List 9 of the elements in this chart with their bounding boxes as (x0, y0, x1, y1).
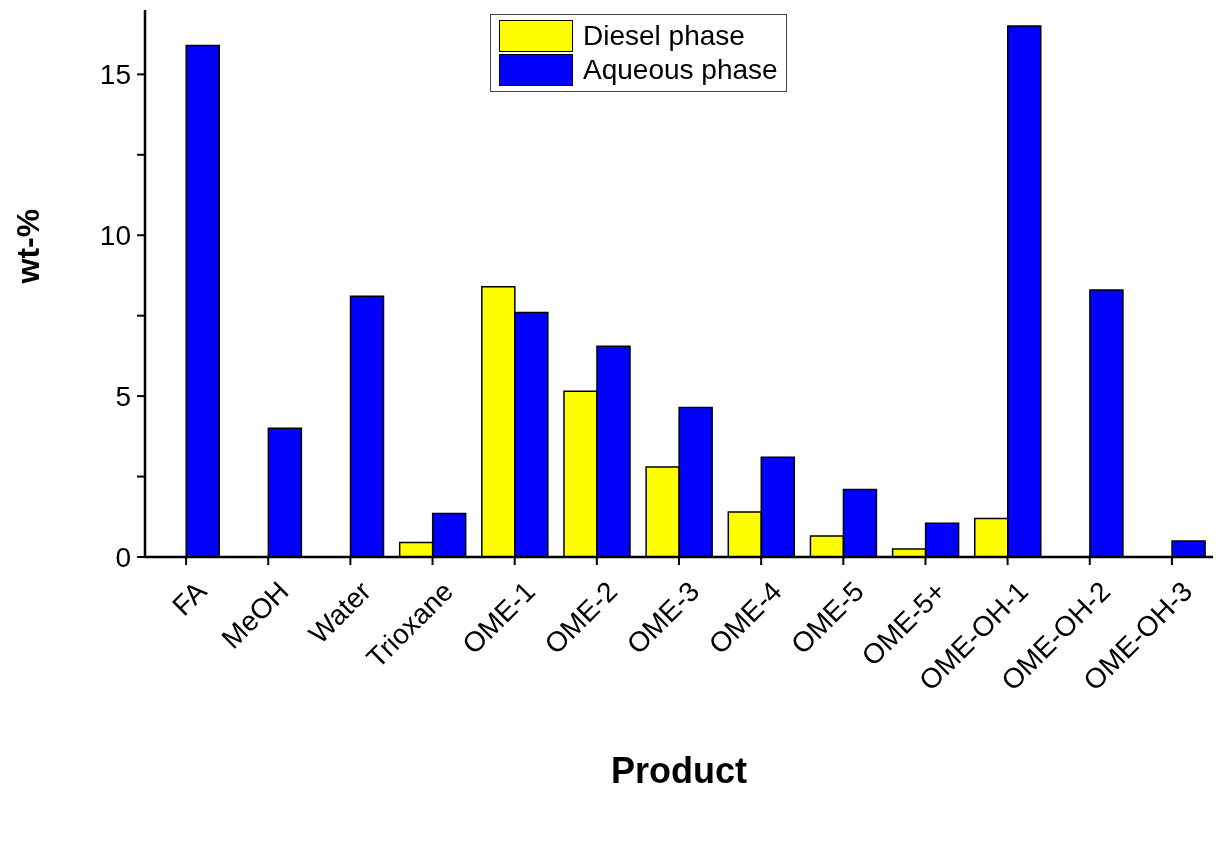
x-tick-label: FA (166, 575, 213, 622)
y-tick-label: 0 (115, 541, 131, 573)
y-tick-label: 5 (115, 380, 131, 412)
y-axis-title: wt-% (10, 208, 47, 285)
legend-label: Aqueous phase (583, 54, 778, 86)
y-tick-label: 15 (99, 58, 131, 90)
x-axis-title: Product (610, 750, 748, 791)
y-tick-label: 10 (99, 219, 131, 251)
legend-label: Diesel phase (583, 20, 745, 52)
